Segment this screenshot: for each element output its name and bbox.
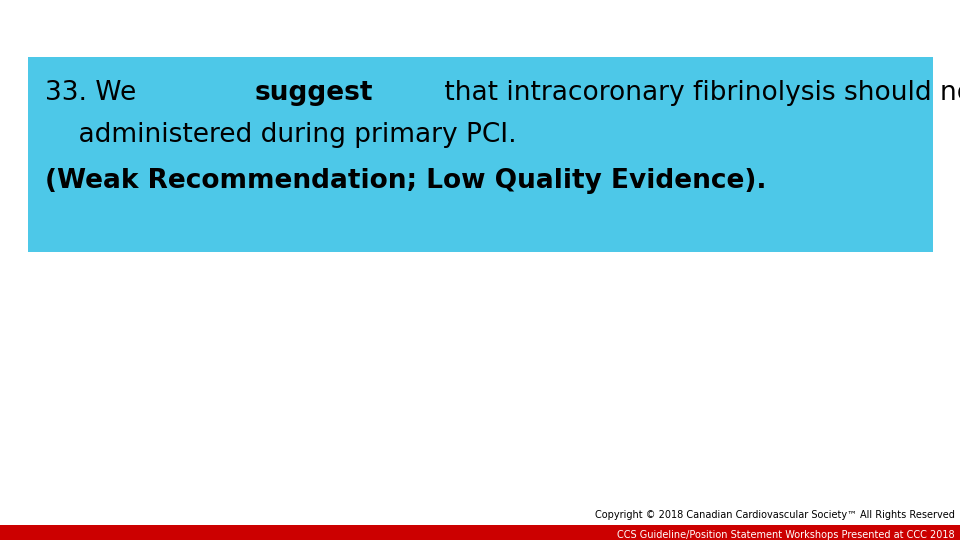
Text: CCS Guideline/Position Statement Workshops Presented at CCC 2018: CCS Guideline/Position Statement Worksho… xyxy=(617,530,955,540)
Bar xyxy=(0,525,960,540)
Bar xyxy=(28,57,933,252)
Text: administered during primary PCI.: administered during primary PCI. xyxy=(45,122,516,148)
Text: 33. We: 33. We xyxy=(45,80,145,106)
Text: (Weak Recommendation; Low Quality Evidence).: (Weak Recommendation; Low Quality Eviden… xyxy=(45,168,766,194)
Text: Copyright © 2018 Canadian Cardiovascular Society™ All Rights Reserved: Copyright © 2018 Canadian Cardiovascular… xyxy=(595,510,955,520)
Text: suggest: suggest xyxy=(254,80,373,106)
Text: that intracoronary fibrinolysis should not be routinely: that intracoronary fibrinolysis should n… xyxy=(436,80,960,106)
